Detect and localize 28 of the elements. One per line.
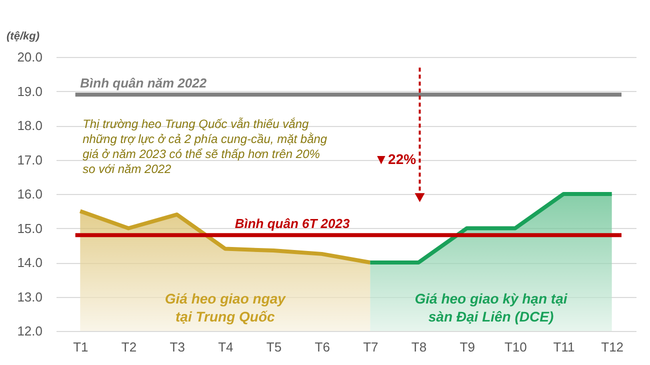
y-axis-title: (tệ/kg) bbox=[6, 30, 40, 42]
y-tick-label: 14.0 bbox=[17, 255, 42, 270]
y-tick-label: 13.0 bbox=[17, 289, 42, 304]
x-tick-label: T9 bbox=[460, 340, 475, 354]
series-label: Giá heo giao kỳ hạn tại sàn Đại Liên (DCE) bbox=[414, 290, 568, 324]
y-tick-label: 16.0 bbox=[17, 186, 42, 202]
x-tick-label: T3 bbox=[170, 340, 185, 354]
x-tick-label: T10 bbox=[504, 340, 527, 354]
y-tick-label: 12.0 bbox=[17, 324, 42, 338]
x-tick-label: T4 bbox=[218, 340, 234, 354]
y-tick-label: 20.0 bbox=[17, 50, 42, 64]
y-tick-label: 15.0 bbox=[17, 220, 42, 236]
x-tick-label: T5 bbox=[266, 340, 282, 354]
x-tick-label: T11 bbox=[553, 340, 575, 354]
x-tick-label: T8 bbox=[411, 340, 427, 354]
annotation: ▼22% bbox=[374, 150, 417, 167]
annotation: Thị trường heo Trung Quốc vẫn thiếu vắng những trợ lực ở cả 2 phía cung-cầu, mặt bằng giá ở năm 2023 có thể sẽ thấp hơn trên 20% so với năm 2022 bbox=[82, 116, 328, 176]
x-tick-label: T7 bbox=[363, 340, 378, 354]
x-tick-label: T2 bbox=[121, 340, 137, 354]
y-tick-label: 18.0 bbox=[17, 118, 42, 133]
y-tick-label: 19.0 bbox=[17, 84, 42, 99]
x-tick-label: T6 bbox=[314, 340, 330, 354]
ref-line-label: Bình quân 6T 2023 bbox=[234, 216, 350, 232]
x-tick-label: T1 bbox=[73, 340, 88, 354]
x-tick-label: T12 bbox=[601, 340, 624, 354]
series-label: Giá heo giao ngay tại Trung Quốc bbox=[164, 290, 287, 324]
y-tick-label: 17.0 bbox=[17, 152, 42, 168]
ref-line-label: Bình quân năm 2022 bbox=[80, 76, 208, 91]
